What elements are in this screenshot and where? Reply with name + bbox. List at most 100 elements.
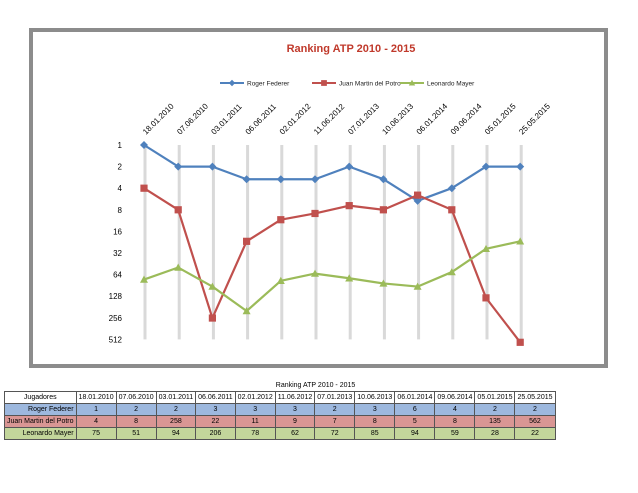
data-point-square (140, 184, 148, 192)
table-caption-row: Ranking ATP 2010 - 2015 (5, 380, 556, 392)
x-gridline (417, 145, 421, 340)
table-cell: 78 (234, 427, 276, 440)
x-tick-label: 09.06.2014 (449, 101, 484, 136)
x-tick-label: 03.01.2011 (209, 102, 244, 137)
x-tick-label: 18.01.2010 (141, 101, 176, 136)
table-cell: 258 (155, 415, 197, 428)
table-cell: 28 (474, 427, 516, 440)
table-header-date: 06.06.2011 (195, 391, 236, 404)
table-cell: 6 (394, 403, 436, 416)
data-point-triangle (345, 274, 354, 282)
data-point-triangle (413, 282, 422, 290)
data-point-diamond (228, 79, 236, 87)
data-point-diamond (379, 175, 388, 184)
x-tick-label: 07.06.2010 (175, 101, 210, 136)
x-tick-label: 05.01.2015 (483, 101, 518, 136)
series-line (143, 144, 521, 202)
data-point-triangle (447, 268, 456, 276)
data-point-diamond (413, 196, 422, 205)
data-point-square (243, 237, 251, 245)
table-cell: 3 (234, 403, 276, 416)
y-tick-label: 64 (113, 271, 122, 280)
data-point-square (414, 191, 422, 199)
data-point-square (345, 202, 353, 210)
x-gridline (314, 145, 318, 340)
x-tick-label: 06.06.2011 (244, 102, 279, 137)
x-tick-label: 10.06.2013 (380, 101, 415, 136)
legend-label: Roger Federer (247, 81, 290, 88)
table-cell: 5 (394, 415, 436, 428)
x-tick-label: 02.01.2012 (278, 101, 313, 136)
data-point-diamond (208, 162, 217, 171)
table-cell: 3 (195, 403, 236, 416)
table-header-date: 03.01.2011 (155, 391, 197, 404)
table-header-date: 02.01.2012 (234, 391, 276, 404)
table-cell: 206 (195, 427, 236, 440)
x-tick-label: 07.01.2013 (346, 101, 381, 136)
y-tick-label: 16 (113, 227, 122, 236)
table-cell: 22 (195, 415, 236, 428)
data-point-square (277, 216, 285, 224)
data-point-square (516, 338, 524, 346)
data-point-triangle (379, 279, 388, 287)
table-header-date: 07.06.2010 (115, 391, 157, 404)
data-point-diamond (276, 175, 285, 184)
data-point-triangle (242, 307, 251, 315)
table-caption: Ranking ATP 2010 - 2015 (275, 382, 356, 389)
chart-frame: Ranking ATP 2010 - 2015 Roger Federer Jua… (29, 28, 608, 368)
y-tick-label: 128 (109, 292, 123, 301)
table-cell: 7 (314, 415, 356, 428)
x-tick-label: 11.06.2012 (312, 102, 347, 137)
data-point-triangle (208, 282, 217, 290)
data-point-diamond (447, 184, 456, 193)
table-header-date: 06.01.2014 (394, 391, 436, 404)
x-gridline (382, 145, 386, 340)
table-header-date: 10.06.2013 (354, 391, 396, 404)
table-cell: 11 (234, 415, 276, 428)
data-point-triangle (276, 276, 285, 284)
data-point-square (448, 206, 456, 214)
series-lines (143, 144, 522, 343)
legend-label: Juan Martin del Potro (339, 81, 401, 88)
table-cell: 94 (155, 427, 197, 440)
table-cell: 4 (75, 415, 117, 428)
data-point-diamond (174, 162, 183, 171)
y-tick-label: 2 (118, 163, 123, 172)
ranking-data-table: Ranking ATP 2010 - 2015 Jugadores 18.01.… (4, 380, 556, 440)
table-header-date: 07.01.2013 (314, 391, 356, 404)
table-header-players: Jugadores (4, 391, 77, 404)
table-header-row: Jugadores 18.01.2010 07.06.2010 03.01.2011… (4, 391, 556, 404)
data-point-diamond (242, 175, 251, 184)
y-tick-label: 256 (109, 314, 123, 323)
table-player-name: Roger Federer (4, 403, 77, 416)
table-cell: 8 (115, 415, 157, 428)
x-gridlines (143, 145, 523, 340)
data-point-triangle (140, 275, 148, 283)
table-cell: 1 (75, 403, 117, 416)
table-header-date: 18.01.2010 (75, 391, 117, 404)
x-gridline (143, 145, 147, 340)
data-point-triangle (174, 263, 183, 271)
y-tick-label: 4 (118, 184, 123, 193)
data-point-square (379, 206, 387, 214)
series-line (143, 240, 521, 313)
legend-label: Leonardo Mayer (427, 81, 475, 88)
table-header-date: 09.06.2014 (434, 391, 476, 404)
table-cell: 8 (434, 415, 476, 428)
table-cell: 62 (274, 427, 316, 440)
data-point-square (321, 80, 327, 86)
table-cell: 2 (115, 403, 157, 416)
table-cell: 562 (514, 415, 556, 428)
table-cell: 135 (474, 415, 516, 428)
chart-title: Ranking ATP 2010 - 2015 (287, 43, 416, 55)
chart-legend: Roger Federer Juan Martin del Potro Leonar… (220, 79, 475, 88)
table-cell: 2 (314, 403, 356, 416)
data-point-square (311, 209, 319, 218)
y-tick-label: 32 (113, 249, 122, 258)
table-player-name: Juan Martin del Potro (4, 415, 77, 428)
table-cell: 3 (274, 403, 316, 416)
table-cell: 9 (274, 415, 316, 428)
table-player-name: Leonardo Mayer (4, 427, 77, 440)
data-point-diamond (516, 162, 525, 171)
series-markers (140, 141, 525, 346)
